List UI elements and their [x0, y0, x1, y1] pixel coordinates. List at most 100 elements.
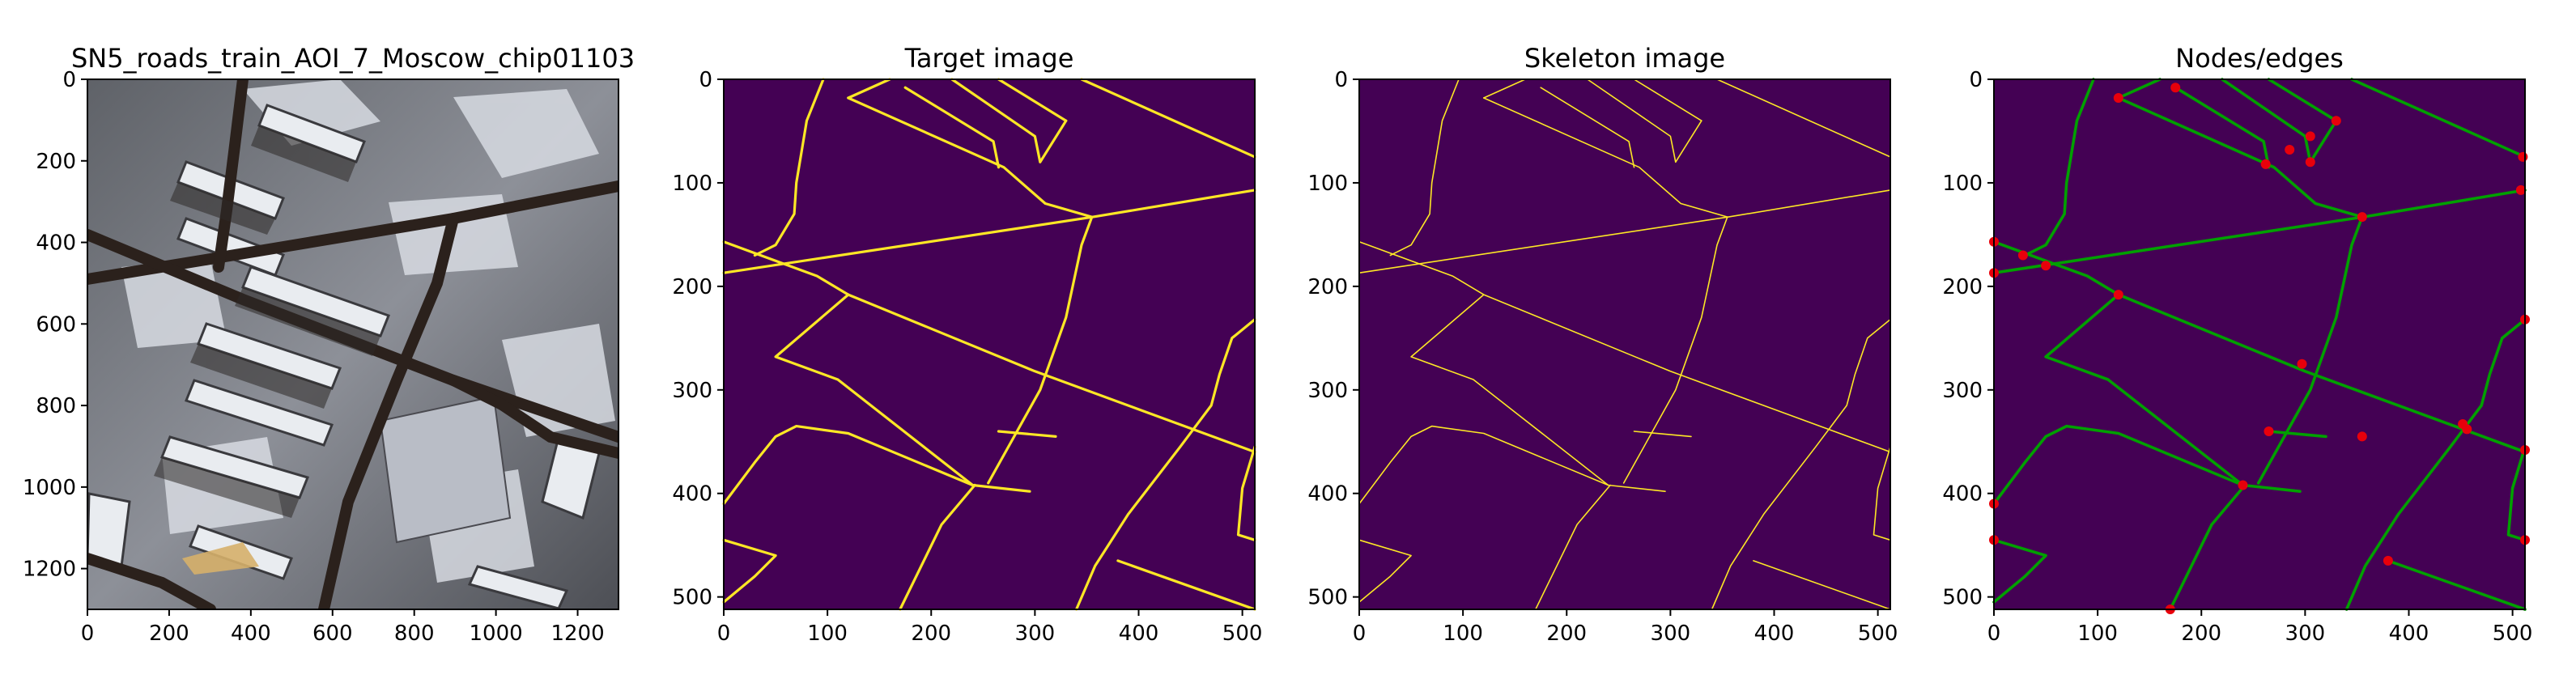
panel-1-frame: [87, 78, 619, 610]
y-tick-label: 300: [1942, 379, 1983, 403]
y-tick-label: 300: [1307, 379, 1348, 403]
graph-node: [2017, 250, 2028, 261]
y-tick-label: 600: [36, 312, 76, 337]
y-tick-label: 300: [672, 379, 712, 403]
panel-1-ticks: 0 200 400 600 800 1000 1200 0 200 400 600 800 1000 12…: [23, 68, 605, 646]
x-tick-label: 300: [1651, 622, 1691, 646]
road-segment: [1483, 78, 1526, 99]
graph-node: [2357, 212, 2367, 223]
road-segment: [2044, 293, 2302, 494]
y-tick-label: 100: [1307, 172, 1348, 196]
skeleton-image-background: [1359, 79, 1890, 609]
y-tick-label: 500: [1307, 586, 1348, 610]
road-segment: [722, 538, 777, 604]
x-tick-label: 500: [1222, 622, 1263, 646]
skeleton-road-lines: [1358, 78, 1891, 610]
road-segment: [1633, 78, 1702, 121]
graph-node: [2113, 290, 2123, 300]
x-tick-label: 1200: [550, 622, 604, 646]
y-tick-label: 200: [1942, 275, 1983, 299]
x-tick-label: 200: [2181, 622, 2221, 646]
road-segment: [903, 86, 1001, 169]
road-segment: [1389, 78, 1460, 257]
y-tick-label: 0: [1334, 68, 1348, 92]
panel-3-frame: [1358, 78, 1891, 610]
graph-node: [2297, 358, 2307, 369]
y-tick-label: 100: [672, 172, 712, 196]
graph-nodes: [1989, 83, 2530, 614]
road-segment: [997, 78, 1068, 122]
x-tick-label: 0: [81, 622, 95, 646]
y-tick-label: 400: [36, 231, 76, 256]
target-road-mask: [722, 78, 1256, 611]
panel-skeleton-image: Skeleton image 0 100 200 300 400 500010020030…: [1307, 43, 1898, 646]
y-tick-label: 200: [672, 275, 712, 299]
panel-4-title: Nodes/edges: [2175, 43, 2344, 74]
x-tick-label: 0: [717, 622, 731, 646]
road-segment: [1711, 425, 1832, 610]
x-tick-label: 200: [149, 622, 189, 646]
aerial-photo-image: [87, 79, 618, 609]
y-tick-label: 500: [672, 586, 712, 610]
panel-2-frame: [723, 78, 1256, 610]
x-tick-label: 500: [1858, 622, 1898, 646]
graph-node: [2305, 157, 2315, 168]
road-segment: [1622, 216, 1728, 484]
road-segment: [1116, 559, 1256, 611]
road-segment: [847, 96, 1094, 218]
road-segment: [1535, 484, 1611, 610]
graph-edges: [1992, 78, 2527, 611]
y-tick-label: 400: [1307, 482, 1348, 507]
x-tick-label: 600: [312, 622, 353, 646]
road-segment: [2506, 445, 2527, 542]
road-segment: [2267, 430, 2327, 439]
road-segment: [997, 430, 1057, 439]
graph-node: [2170, 83, 2181, 93]
y-tick-label: 500: [1942, 586, 1983, 610]
graph-node: [2331, 116, 2341, 126]
road-segment: [774, 293, 1031, 493]
road-segment: [950, 78, 1068, 163]
graph-node: [2305, 131, 2315, 142]
x-tick-label: 400: [1119, 622, 1159, 646]
y-tick-label: 0: [699, 68, 712, 92]
panel-target-image: Target image 0 100 200 300 400 50001002003004…: [672, 43, 1262, 646]
y-tick-label: 400: [672, 482, 712, 507]
road-segment: [2464, 317, 2527, 428]
y-tick-label: 400: [1942, 482, 1983, 507]
road-segment: [899, 483, 976, 611]
road-segment: [1540, 87, 1635, 168]
road-segment: [1992, 538, 2047, 604]
x-tick-label: 300: [1015, 622, 1056, 646]
graph-node: [2518, 151, 2528, 162]
road-segment: [2350, 78, 2527, 159]
y-tick-label: 200: [1307, 275, 1348, 299]
road-segment: [1358, 539, 1412, 603]
graph-node: [2238, 480, 2248, 490]
road-segment: [2387, 559, 2527, 611]
road-segment: [1410, 294, 1666, 493]
road-segment: [1483, 97, 1728, 218]
graph-node: [2357, 431, 2367, 442]
x-tick-label: 400: [1754, 622, 1795, 646]
road-segment: [2344, 424, 2468, 611]
y-tick-label: 800: [36, 394, 76, 418]
panel-3-title: Skeleton image: [1524, 43, 1725, 74]
x-tick-label: 100: [807, 622, 848, 646]
road-segment: [1074, 424, 1197, 611]
x-tick-label: 400: [231, 622, 271, 646]
road-segment: [1830, 318, 1891, 427]
road-segment: [2174, 86, 2271, 169]
road-segment: [1633, 431, 1692, 438]
x-tick-label: 0: [1987, 622, 2001, 646]
graph-node: [2515, 185, 2526, 195]
road-segment: [2169, 483, 2247, 611]
panel-4-frame: [1993, 78, 2526, 610]
road-segment: [1358, 425, 1609, 505]
road-segment: [2023, 78, 2095, 257]
graph-background: [1994, 79, 2525, 609]
x-tick-label: 300: [2285, 622, 2326, 646]
road-segment: [847, 78, 891, 100]
